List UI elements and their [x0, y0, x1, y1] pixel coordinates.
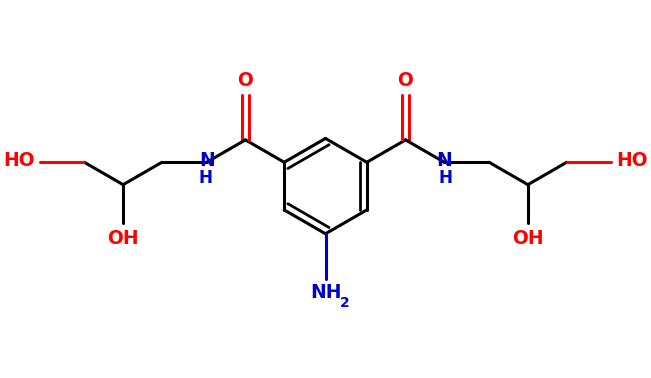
Text: N: N	[436, 151, 452, 170]
Text: O: O	[398, 71, 413, 90]
Text: H: H	[439, 169, 453, 187]
Text: H: H	[198, 169, 212, 187]
Text: O: O	[238, 71, 253, 90]
Text: HO: HO	[616, 151, 647, 170]
Text: HO: HO	[4, 151, 35, 170]
Text: 2: 2	[340, 296, 350, 310]
Text: OH: OH	[512, 229, 544, 248]
Text: OH: OH	[107, 229, 139, 248]
Text: N: N	[199, 151, 215, 170]
Text: NH: NH	[310, 283, 341, 302]
